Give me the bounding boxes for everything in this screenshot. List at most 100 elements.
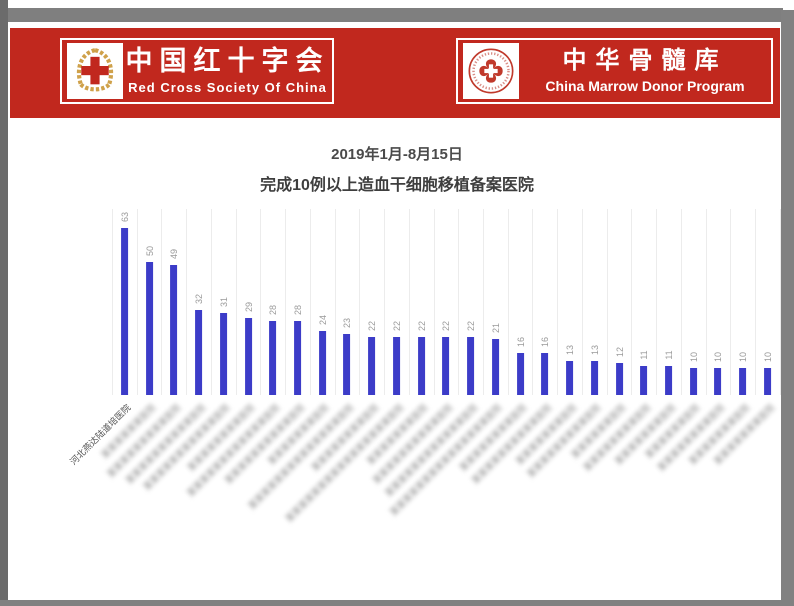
bar-column: 50 (136, 209, 162, 395)
bar-column: 49 (161, 209, 186, 395)
bar-value-label: 22 (466, 320, 477, 332)
red-cross-wreath-emblem-icon (67, 43, 123, 99)
china-marrow-donor-emblem-icon (463, 43, 519, 99)
bar-value-label: 22 (391, 320, 402, 332)
bar (120, 228, 128, 395)
bar-value-label: 32 (194, 293, 205, 305)
bar (244, 318, 252, 395)
red-cross-banner-text: 中国红十字会 Red Cross Society Of China (123, 46, 332, 95)
bar-value-label: 63 (119, 211, 130, 223)
x-axis-labels: 河北燕达陆道培医院 某某某某某某医院 某某某某某某某某某医院 某某某某某某某某某某医院… (69, 398, 780, 594)
bar (491, 339, 499, 395)
bar-column: 10 (755, 209, 780, 395)
bar-column: 16 (507, 209, 533, 395)
bar (739, 368, 747, 395)
bar-column: 24 (309, 209, 335, 395)
bar (467, 337, 475, 395)
red-cross-title-en: Red Cross Society Of China (128, 79, 327, 95)
marrow-donor-title-en: China Marrow Donor Program (545, 77, 745, 94)
bar (640, 366, 648, 395)
bar-column: 28 (285, 209, 310, 395)
bar-value-label: 50 (144, 245, 155, 257)
chart-title-date-range: 2019年1月-8月15日 (331, 146, 463, 163)
bar-value-label: 22 (367, 320, 378, 332)
bar (219, 313, 227, 395)
bar-value-label: 28 (268, 304, 279, 316)
bar-value-label: 29 (243, 301, 254, 313)
bar-column: 10 (730, 209, 755, 395)
window-frame-top (8, 8, 783, 22)
bar (689, 368, 697, 395)
bar-value-label: 23 (342, 317, 353, 329)
bar-column: 13 (557, 209, 582, 395)
bar (417, 337, 425, 395)
bar-column: 16 (532, 209, 557, 395)
bar-value-label: 16 (515, 336, 526, 348)
bar-value-label: 13 (565, 344, 576, 356)
bar-column: 63 (112, 209, 137, 395)
bar (318, 331, 326, 395)
bar-value-label: 13 (589, 344, 600, 356)
bar-column: 29 (235, 209, 261, 395)
bar-value-label: 16 (540, 336, 551, 348)
bar (590, 361, 598, 395)
bar (294, 321, 302, 395)
window-frame-left (0, 0, 8, 606)
bar-column: 32 (186, 209, 211, 395)
bar-column: 13 (581, 209, 607, 395)
bar (615, 363, 623, 395)
bar-value-label: 21 (490, 322, 501, 334)
bar-value-label: 10 (688, 351, 699, 363)
bar-column: 10 (680, 209, 706, 395)
bar-column: 23 (334, 209, 360, 395)
header-band: 中国红十字会 Red Cross Society Of China (10, 28, 780, 118)
bar-column: 21 (483, 209, 508, 395)
bar-value-label: 10 (713, 351, 724, 363)
bar (269, 321, 277, 395)
bar (393, 337, 401, 395)
bar (714, 368, 722, 395)
bar-column: 31 (210, 209, 236, 395)
bar-column: 12 (606, 209, 632, 395)
bar (195, 310, 203, 395)
bar (170, 265, 178, 395)
red-cross-title-cn: 中国红十字会 (125, 46, 330, 76)
marrow-donor-title-cn: 中华骨髓库 (562, 48, 728, 75)
window-frame-right (781, 10, 794, 606)
bar-value-label: 31 (218, 296, 229, 308)
bar-value-label: 24 (317, 314, 328, 326)
bar (541, 353, 549, 395)
bar-column: 22 (359, 209, 384, 395)
red-cross-banner: 中国红十字会 Red Cross Society Of China (60, 38, 334, 104)
bar (566, 361, 574, 395)
bar (665, 366, 673, 395)
bar-value-label: 11 (639, 350, 650, 360)
bar-value-label: 49 (169, 248, 180, 260)
bar-value-label: 12 (614, 346, 625, 358)
bar-value-label: 10 (738, 351, 749, 363)
bar (764, 368, 772, 395)
bar-column: 10 (705, 209, 731, 395)
bar-value-label: 11 (664, 350, 675, 360)
bar (145, 262, 153, 395)
bar (343, 334, 351, 395)
bar-column: 22 (458, 209, 483, 395)
bar-value-label: 10 (762, 351, 773, 363)
bar-column: 22 (384, 209, 409, 395)
bar-column: 28 (260, 209, 285, 395)
bar-value-label: 22 (441, 320, 452, 332)
marrow-donor-banner-text: 中华骨髓库 China Marrow Donor Program (519, 48, 771, 94)
bar (368, 337, 376, 395)
bar-value-label: 22 (416, 320, 427, 332)
bar-value-label: 28 (293, 304, 303, 316)
bar-column: 22 (433, 209, 459, 395)
bar-column: 11 (656, 209, 681, 395)
bar (442, 337, 450, 395)
chart-title-main: 完成10例以上造血干细胞移植备案医院 (260, 177, 534, 194)
plot-area: 63 50 49 32 31 29 28 28 24 23 22 22 22 22 22 21 16 16 13 13… (112, 209, 781, 395)
window-frame-bottom (0, 600, 794, 606)
marrow-donor-banner: 中华骨髓库 China Marrow Donor Program (456, 38, 773, 104)
bar (516, 353, 524, 395)
bar-column: 22 (408, 209, 434, 395)
